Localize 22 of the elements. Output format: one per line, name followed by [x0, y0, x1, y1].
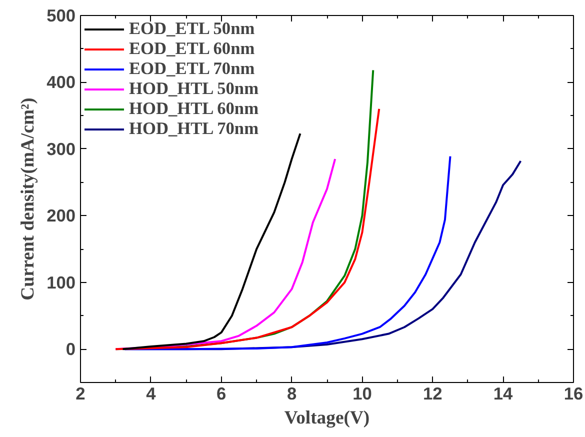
legend-label: EOD_ETL 50nm: [129, 19, 255, 39]
x-tick-label: 10: [352, 384, 372, 404]
y-tick-label: 500: [46, 6, 76, 26]
y-tick-label: 200: [46, 206, 76, 226]
legend-label: EOD_ETL 70nm: [129, 59, 255, 79]
x-tick-label: 16: [564, 384, 584, 404]
y-tick-label: 400: [46, 72, 76, 92]
x-tick-label: 6: [216, 384, 227, 404]
legend-label: HOD_HTL 60nm: [129, 99, 259, 119]
y-axis-title: Current density(mA/cm²): [18, 98, 39, 300]
x-axis-title: Voltage(V): [284, 408, 370, 428]
x-tick-label: 4: [146, 384, 156, 404]
legend-label: HOD_HTL 70nm: [129, 119, 259, 139]
legend-label: EOD_ETL 60nm: [129, 39, 255, 59]
x-tick-label: 8: [286, 384, 297, 404]
x-tick-label: 2: [76, 384, 86, 404]
legend-label: HOD_HTL 50nm: [129, 79, 259, 99]
x-tick-label: 14: [493, 384, 514, 404]
y-tick-label: 0: [66, 339, 76, 360]
y-tick-label: 100: [46, 272, 76, 292]
y-tick-label: 300: [46, 138, 76, 159]
x-tick-label: 12: [423, 384, 442, 404]
